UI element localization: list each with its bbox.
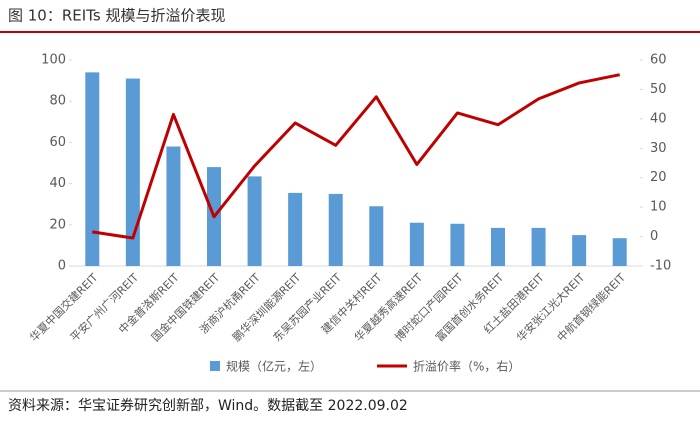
x-tick-label: 国金中国铁建REIT <box>148 270 222 344</box>
y-tick-label: 0 <box>58 259 66 274</box>
bar <box>491 227 505 266</box>
bar <box>369 206 384 266</box>
legend-label: 折溢价率（%，右） <box>413 359 520 374</box>
legend-label: 规模（亿元，左） <box>226 359 322 374</box>
chart-title: 图 10：REITs 规模与折溢价表现 <box>8 7 225 25</box>
x-tick-label: 富国首创水务REIT <box>432 270 506 344</box>
legend-swatch <box>210 361 220 371</box>
y-tick-label: 20 <box>49 217 66 232</box>
x-tick-label: 中航首钢绿能REIT <box>554 270 628 344</box>
x-tick-label: 东吴苏园产业REIT <box>270 270 344 344</box>
y-tick-label: 80 <box>49 94 66 109</box>
x-tick-label: 鹏华深圳能源REIT <box>229 270 303 344</box>
x-tick-label: 华安张江光大REIT <box>513 270 587 344</box>
x-tick-label: 华夏中国交建REIT <box>27 270 101 344</box>
y2-tick-label: 10 <box>650 200 667 215</box>
x-tick-label: 华夏越秀高速REIT <box>351 270 425 344</box>
y2-tick-label: 0 <box>650 229 658 244</box>
y-tick-label: 40 <box>49 176 66 191</box>
bar <box>409 222 424 266</box>
x-tick-label: 平安广州广河REIT <box>67 270 141 344</box>
y-tick-label: 100 <box>41 53 66 68</box>
line <box>92 73 621 240</box>
bar <box>85 72 100 266</box>
bar <box>166 146 181 266</box>
bar <box>247 176 262 266</box>
bar <box>125 78 140 266</box>
y2-tick-label: 40 <box>650 111 667 126</box>
source-note: 资料来源：华宝证券研究创新部，Wind。数据截至 2022.09.02 <box>8 398 408 414</box>
y2-tick-label: 50 <box>650 82 667 97</box>
bar <box>450 223 465 266</box>
y2-tick-label: 20 <box>650 170 667 185</box>
bar <box>612 238 627 266</box>
x-tick-label: 博时蛇口产园REIT <box>392 270 466 344</box>
y2-tick-label: 60 <box>650 53 667 68</box>
y-tick-label: 60 <box>49 135 66 150</box>
y2-tick-label: -10 <box>650 259 671 274</box>
bar <box>288 192 303 266</box>
bar <box>572 235 587 266</box>
bar <box>328 193 343 266</box>
y2-tick-label: 30 <box>650 141 667 156</box>
bar <box>531 227 546 266</box>
